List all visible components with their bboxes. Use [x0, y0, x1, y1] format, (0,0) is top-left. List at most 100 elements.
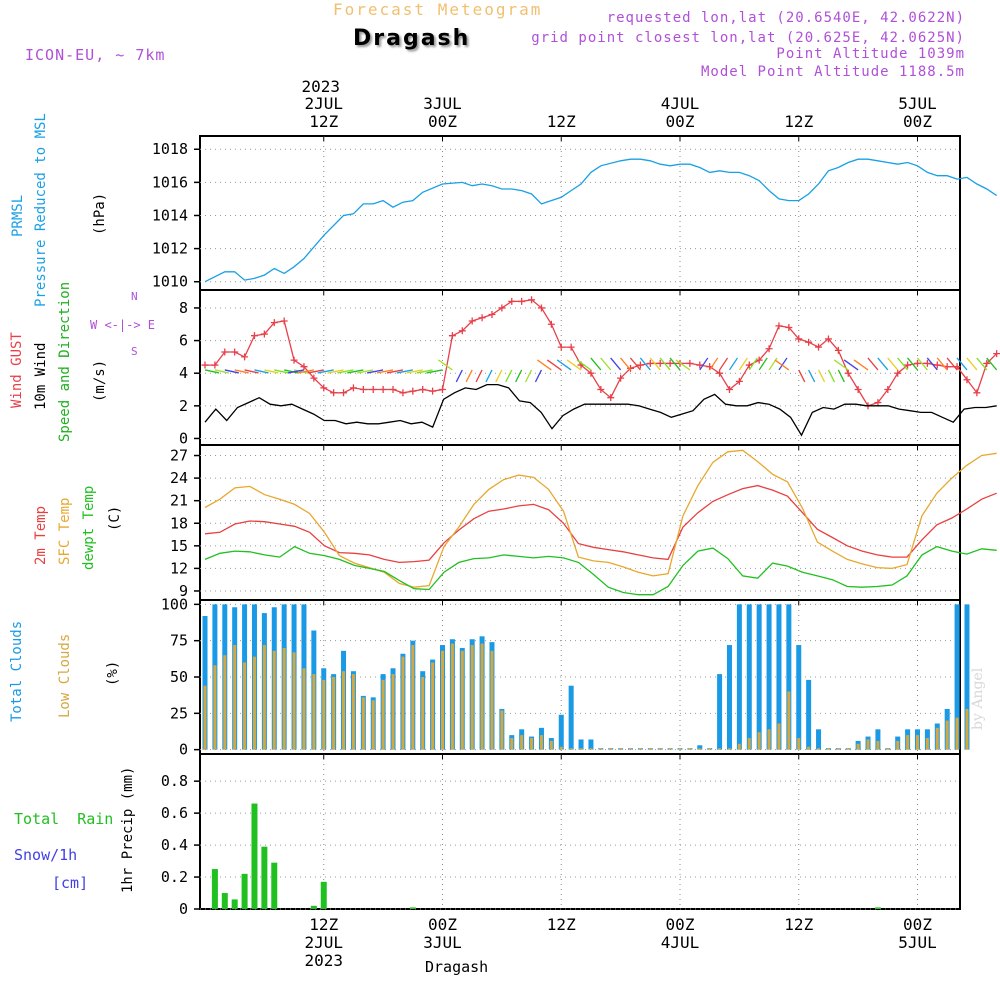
- top-hour-label: 00Z: [428, 112, 457, 131]
- wind-direction-arrow: [738, 357, 748, 371]
- y-tick-label: 0: [179, 429, 188, 447]
- gust-marker: [725, 386, 733, 394]
- gust-marker: [815, 343, 823, 351]
- series-line-sfc-temp: [204, 449, 997, 588]
- gust-marker: [340, 389, 348, 397]
- gust-marker: [508, 297, 516, 305]
- low-clouds-bar: [312, 674, 316, 750]
- wind-direction-arrow: [837, 369, 845, 383]
- gust-marker: [260, 330, 268, 338]
- gust-marker: [547, 320, 555, 328]
- wind-direction-arrow: [386, 369, 404, 374]
- y-tick-label: 0.2: [161, 868, 188, 886]
- y-tick-label: 0: [179, 741, 188, 759]
- low-clouds-bar: [638, 748, 642, 750]
- wind-direction-arrow: [337, 369, 354, 374]
- low-clouds-bar: [450, 643, 454, 750]
- y-tick-label: 0.4: [161, 836, 188, 854]
- gust-marker: [201, 361, 209, 369]
- gust-marker: [904, 361, 912, 369]
- wind-direction-arrow: [867, 357, 879, 371]
- low-clouds-bar: [619, 748, 623, 750]
- y-tick-label: 0.6: [161, 804, 188, 822]
- low-clouds-bar: [401, 656, 405, 750]
- rain-bar: [241, 873, 248, 909]
- gust-marker: [755, 356, 763, 364]
- total-clouds-bar: [578, 739, 584, 750]
- bottom-hour-label: 00Z: [903, 915, 932, 934]
- total-clouds-bar: [202, 615, 208, 750]
- wind-direction-arrow: [416, 369, 433, 374]
- gust-marker: [320, 384, 328, 392]
- y-tick-label: 50: [170, 668, 188, 686]
- gust-marker: [884, 386, 892, 394]
- wind-direction-arrow: [524, 369, 533, 383]
- rain-bar: [231, 899, 238, 909]
- bottom-date-label: 3JUL: [423, 933, 462, 952]
- y-tick-label: 1014: [152, 206, 188, 224]
- wind-direction-arrow: [515, 369, 523, 383]
- wind-direction-arrow: [610, 357, 622, 371]
- low-clouds-bar: [609, 748, 613, 750]
- low-clouds-bar: [935, 727, 939, 750]
- location-title: Dragash: [353, 26, 471, 51]
- wind-direction-arrow: [853, 359, 869, 371]
- wind-direction-arrow: [556, 359, 572, 371]
- wind-direction-arrow: [620, 357, 632, 371]
- low-clouds-bar: [678, 748, 682, 750]
- y-tick-label: 75: [170, 632, 188, 650]
- gust-marker: [458, 327, 466, 335]
- y-tick-label: 9: [179, 582, 188, 600]
- top-hour-label: 00Z: [666, 112, 695, 131]
- wind-direction-arrow: [768, 357, 778, 371]
- total-clouds-bar: [776, 604, 782, 750]
- wind-direction-arrow: [590, 357, 602, 371]
- wind-direction-arrow: [367, 369, 384, 374]
- low-clouds-bar: [233, 645, 237, 750]
- total-clouds-bar: [796, 645, 802, 750]
- low-clouds-bar: [945, 720, 949, 750]
- y-tick-label: 100: [161, 595, 188, 613]
- total-clouds-bar: [717, 674, 723, 750]
- wind-direction-arrow: [728, 357, 739, 371]
- total-clouds-bar: [568, 685, 574, 750]
- low-clouds-bar: [441, 650, 444, 750]
- y-tick-label: 1010: [152, 273, 188, 291]
- wind-direction-arrow: [843, 359, 859, 371]
- wind-direction-arrow: [287, 369, 305, 374]
- wind-direction-arrow: [426, 369, 443, 374]
- wind-direction-arrow: [719, 357, 729, 371]
- bottom-hour-label: 00Z: [666, 915, 695, 934]
- gust-marker: [528, 296, 536, 304]
- gust-marker: [419, 386, 427, 394]
- total-clouds-bar: [746, 604, 752, 750]
- low-clouds-bar: [718, 748, 722, 750]
- wind-direction-arrow: [317, 369, 334, 374]
- rain-bar: [251, 803, 258, 909]
- wind-direction-arrow: [347, 369, 364, 374]
- wind-direction-arrow: [438, 359, 453, 371]
- low-clouds-bar: [797, 738, 801, 750]
- low-clouds-bar: [431, 662, 435, 750]
- wind-direction-arrow: [758, 357, 768, 371]
- wind-direction-arrow: [406, 369, 423, 374]
- y-tick-label: 1012: [152, 240, 188, 258]
- wind-direction-arrow: [774, 359, 790, 371]
- y-tick-label: 21: [170, 492, 188, 510]
- bottom-hour-label: 12Z: [309, 915, 338, 934]
- gust-marker: [389, 386, 397, 394]
- gust-marker: [557, 343, 565, 351]
- wind-direction-arrow: [534, 369, 543, 383]
- gust-marker: [923, 359, 931, 367]
- low-clouds-bar: [866, 739, 870, 750]
- low-clouds-bar: [767, 729, 771, 750]
- gust-marker: [646, 359, 654, 367]
- wind-direction-arrow: [778, 357, 788, 371]
- y-tick-label: 15: [170, 537, 188, 555]
- wind-direction-arrow: [546, 359, 562, 371]
- gust-marker: [785, 324, 793, 332]
- low-clouds-bar: [599, 748, 603, 750]
- low-clouds-bar: [817, 748, 821, 750]
- low-clouds-bar: [342, 671, 346, 750]
- gust-marker: [617, 374, 625, 382]
